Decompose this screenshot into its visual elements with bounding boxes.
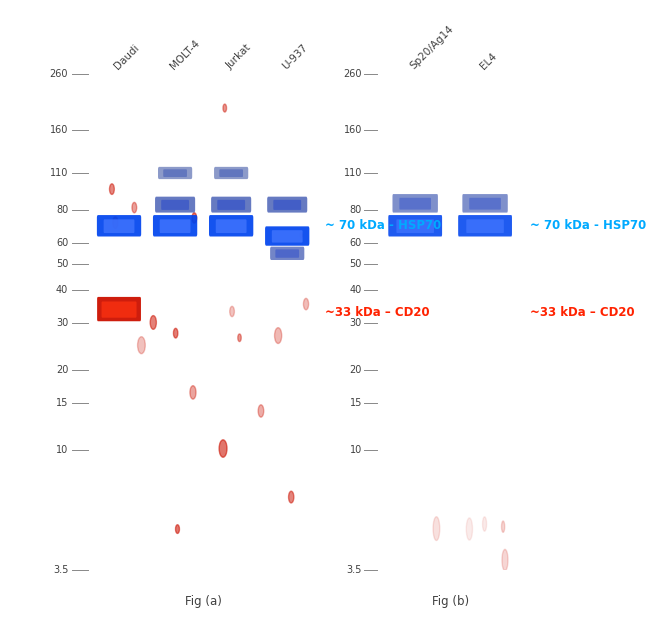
Circle shape — [289, 491, 294, 503]
Circle shape — [300, 232, 302, 238]
Text: 80: 80 — [350, 205, 362, 215]
Text: 160: 160 — [50, 125, 68, 135]
FancyBboxPatch shape — [396, 219, 434, 233]
Text: 40: 40 — [56, 285, 68, 295]
Text: 50: 50 — [350, 259, 362, 269]
Text: 3.5: 3.5 — [346, 565, 362, 575]
Circle shape — [223, 104, 227, 112]
Circle shape — [238, 334, 241, 342]
Text: ~ 70 kDa - HSP70: ~ 70 kDa - HSP70 — [325, 219, 441, 232]
Circle shape — [138, 337, 145, 353]
Text: Sp20/Ag14: Sp20/Ag14 — [408, 24, 456, 71]
Text: 160: 160 — [344, 125, 362, 135]
Circle shape — [274, 328, 281, 343]
Text: ~ 70 kDa - HSP70: ~ 70 kDa - HSP70 — [530, 219, 646, 232]
Text: 15: 15 — [350, 398, 362, 408]
FancyBboxPatch shape — [219, 169, 243, 177]
FancyBboxPatch shape — [163, 169, 187, 177]
Circle shape — [112, 217, 118, 229]
Circle shape — [132, 202, 136, 213]
Circle shape — [304, 298, 309, 310]
Text: ~33 kDa – CD20: ~33 kDa – CD20 — [325, 306, 430, 319]
FancyBboxPatch shape — [155, 197, 195, 213]
Circle shape — [466, 518, 473, 540]
Text: Fig (b): Fig (b) — [432, 595, 469, 608]
Text: 50: 50 — [56, 259, 68, 269]
Text: 10: 10 — [56, 445, 68, 454]
Text: 10: 10 — [350, 445, 362, 454]
Circle shape — [502, 549, 508, 571]
FancyBboxPatch shape — [388, 215, 442, 236]
FancyBboxPatch shape — [273, 200, 301, 210]
Text: 260: 260 — [344, 69, 362, 79]
FancyBboxPatch shape — [462, 194, 508, 213]
FancyBboxPatch shape — [216, 219, 246, 233]
FancyBboxPatch shape — [161, 200, 189, 210]
Text: EL4: EL4 — [478, 51, 499, 71]
FancyBboxPatch shape — [265, 226, 309, 246]
FancyBboxPatch shape — [97, 215, 141, 236]
FancyBboxPatch shape — [270, 247, 304, 260]
Text: 30: 30 — [350, 318, 362, 328]
FancyBboxPatch shape — [209, 215, 254, 236]
FancyBboxPatch shape — [103, 219, 135, 233]
Text: 40: 40 — [350, 285, 362, 295]
Circle shape — [150, 316, 157, 329]
Text: 15: 15 — [56, 398, 68, 408]
FancyBboxPatch shape — [97, 297, 141, 321]
Text: MOLT-4: MOLT-4 — [168, 38, 202, 71]
Text: Jurkat: Jurkat — [224, 43, 253, 71]
Text: 260: 260 — [50, 69, 68, 79]
Circle shape — [109, 184, 114, 195]
Text: 80: 80 — [56, 205, 68, 215]
FancyBboxPatch shape — [158, 167, 192, 179]
FancyBboxPatch shape — [101, 301, 136, 317]
FancyBboxPatch shape — [267, 197, 307, 213]
Circle shape — [190, 386, 196, 399]
Text: 60: 60 — [56, 238, 68, 248]
Text: 30: 30 — [56, 318, 68, 328]
FancyBboxPatch shape — [466, 219, 504, 233]
Text: 20: 20 — [56, 365, 68, 374]
Circle shape — [174, 329, 178, 338]
FancyBboxPatch shape — [217, 200, 245, 210]
Text: Fig (a): Fig (a) — [185, 595, 222, 608]
FancyBboxPatch shape — [399, 198, 431, 210]
Text: 110: 110 — [50, 169, 68, 179]
Circle shape — [482, 517, 487, 531]
FancyBboxPatch shape — [211, 197, 251, 213]
Circle shape — [176, 525, 179, 533]
Circle shape — [229, 306, 235, 317]
Text: ~33 kDa – CD20: ~33 kDa – CD20 — [530, 306, 634, 319]
FancyBboxPatch shape — [276, 249, 299, 258]
FancyBboxPatch shape — [272, 230, 303, 242]
Circle shape — [502, 521, 504, 533]
FancyBboxPatch shape — [393, 194, 438, 213]
Text: 3.5: 3.5 — [53, 565, 68, 575]
Circle shape — [258, 405, 264, 417]
Text: Daudi: Daudi — [112, 43, 140, 71]
Circle shape — [433, 516, 440, 541]
FancyBboxPatch shape — [469, 198, 501, 210]
FancyBboxPatch shape — [214, 167, 248, 179]
Text: 60: 60 — [350, 238, 362, 248]
FancyBboxPatch shape — [458, 215, 512, 236]
Circle shape — [219, 440, 227, 457]
Text: U-937: U-937 — [280, 42, 309, 71]
FancyBboxPatch shape — [160, 219, 190, 233]
FancyBboxPatch shape — [153, 215, 197, 236]
Text: 110: 110 — [344, 169, 362, 179]
Text: 20: 20 — [350, 365, 362, 374]
Circle shape — [192, 213, 197, 223]
